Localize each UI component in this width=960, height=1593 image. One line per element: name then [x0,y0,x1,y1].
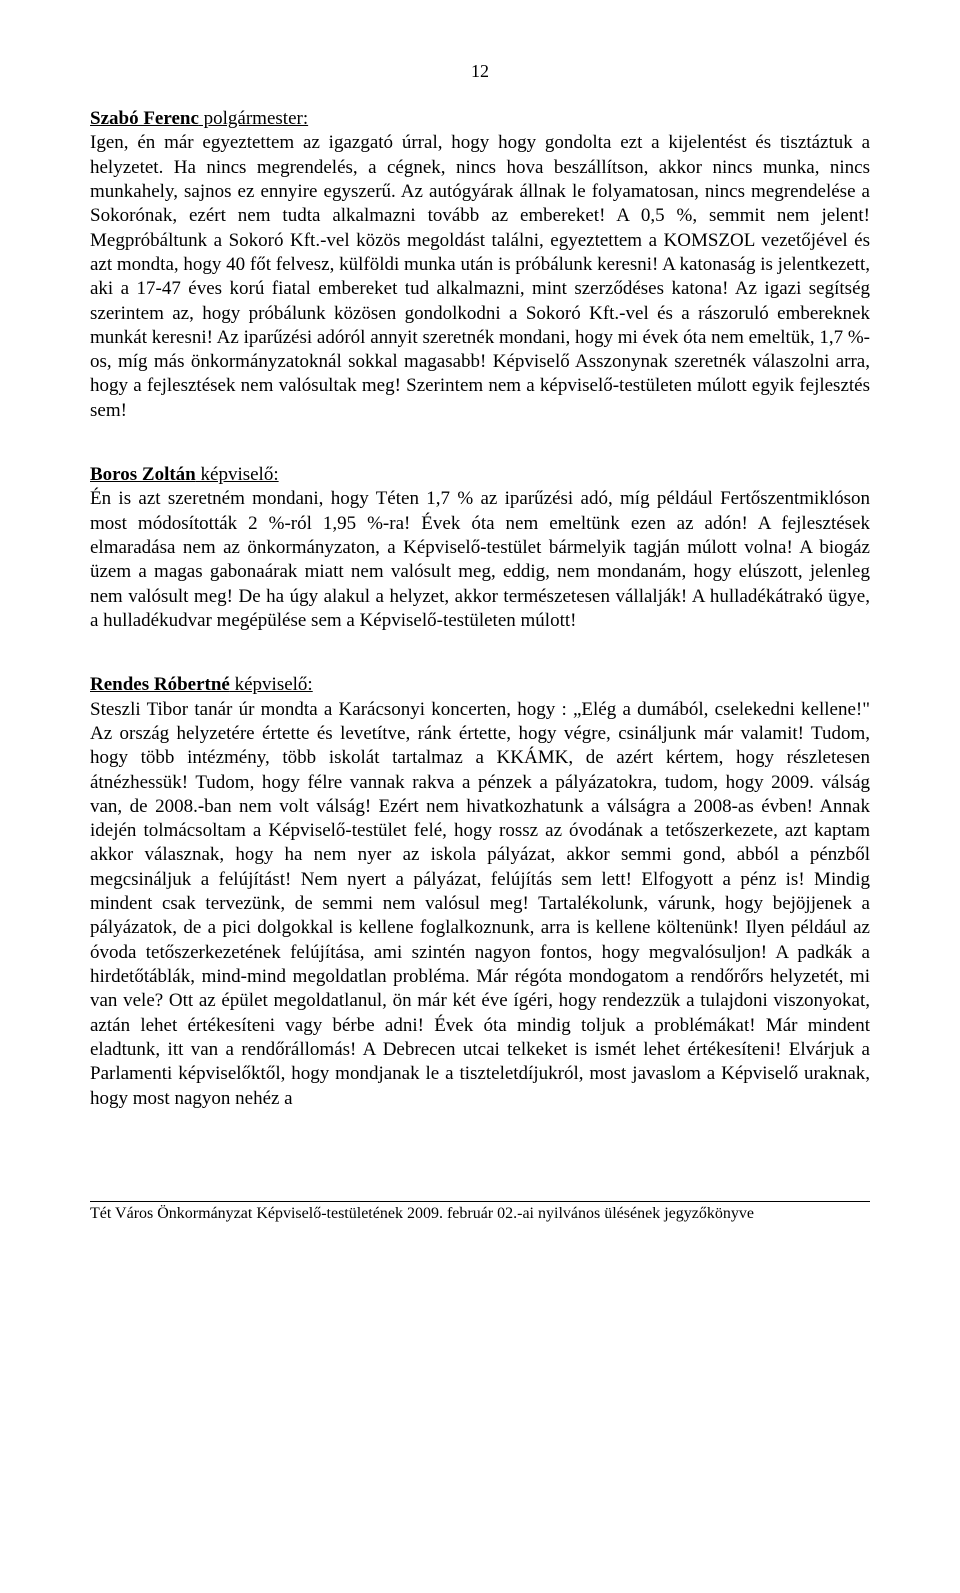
section-3: Rendes Róbertné képviselő: Steszli Tibor… [90,673,870,1111]
section-2: Boros Zoltán képviselő: Én is azt szeret… [90,463,870,633]
body-1: Igen, én már egyeztettem az igazgató úrr… [90,132,870,420]
speaker-1: Szabó Ferenc polgármester: [90,108,308,129]
body-2: Én is azt szeretném mondani, hogy Téten … [90,488,870,631]
speaker-2: Boros Zoltán képviselő: [90,464,279,485]
speaker-3: Rendes Róbertné képviselő: [90,674,313,695]
page-footer: Tét Város Önkormányzat Képviselő-testüle… [90,1201,870,1224]
body-3: Steszli Tibor tanár úr mondta a Karácson… [90,699,870,1109]
page-number: 12 [90,60,870,83]
section-1: Szabó Ferenc polgármester: Igen, én már … [90,107,870,423]
